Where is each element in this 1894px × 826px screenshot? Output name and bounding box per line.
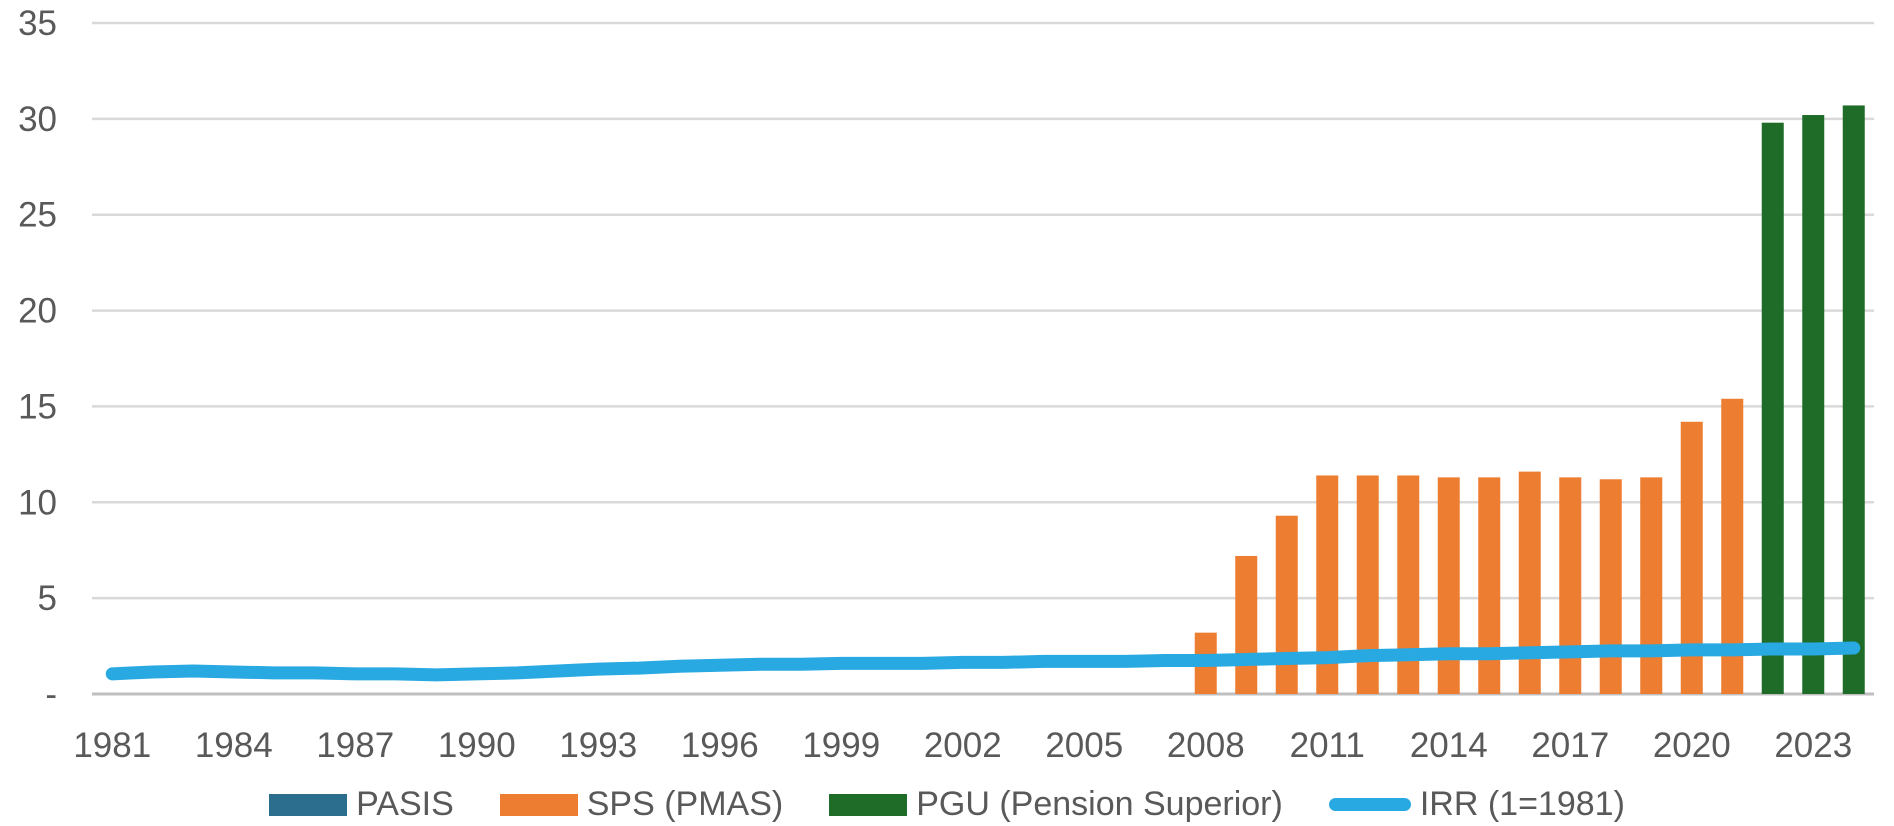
x-tick-label-2011: 2011 [1290,726,1365,765]
bar-sps-pmas-2012 [1356,475,1379,694]
gridlines [92,21,1874,696]
bar-sps-pmas-2019 [1640,477,1663,694]
y-tick-label-30: 30 [18,100,57,139]
x-tick-label-2002: 2002 [924,726,1002,765]
legend-label-sps-pmas: SPS (PMAS) [586,785,784,823]
bar-sps-pmas-2020 [1680,421,1703,694]
legend-label-irr-1-1981: IRR (1=1981) [1419,785,1625,823]
bar-pgu-pension-superior-2022 [1761,122,1784,695]
y-tick-label-10: 10 [18,483,57,522]
bar-sps-pmas-2011 [1316,475,1339,694]
legend-swatch-sps-pmas [499,793,578,816]
y-tick-label-25: 25 [18,196,57,235]
legend-label-pasis: PASIS [356,785,454,823]
bar-sps-pmas-2021 [1721,398,1744,694]
x-tick-label-1990: 1990 [438,726,516,765]
x-tick-label-2023: 2023 [1774,726,1852,765]
x-tick-label-1993: 1993 [559,726,637,765]
x-tick-label-2005: 2005 [1045,726,1123,765]
bars-pgu-pension-superior [1761,105,1865,695]
y-tick-label--: - [45,675,57,714]
legend-item-pgu-pension-superior: PGU (Pension Superior) [829,785,1283,824]
bar-sps-pmas-2009 [1235,555,1258,694]
bar-sps-pmas-2010 [1275,515,1298,694]
legend-label-pgu-pension-superior: PGU (Pension Superior) [916,785,1283,823]
bar-pgu-pension-superior-2023 [1802,115,1825,695]
legend-item-irr-1-1981: IRR (1=1981) [1328,785,1625,824]
x-tick-label-1984: 1984 [195,726,273,765]
x-tick-label-2008: 2008 [1167,726,1245,765]
x-tick-label-1981: 1981 [73,726,151,765]
bar-sps-pmas-2017 [1559,477,1582,694]
y-tick-label-20: 20 [18,292,57,331]
bar-sps-pmas-2016 [1518,471,1541,694]
bars [1194,105,1865,695]
legend-item-sps-pmas: SPS (PMAS) [499,785,784,824]
y-tick-label-15: 15 [18,387,57,426]
x-tick-label-1996: 1996 [681,726,759,765]
x-tick-label-1987: 1987 [316,726,394,765]
x-axis-labels: 1981 1984 1987 1990 1993 1996 1999 2002 2005 2008… [73,726,1852,765]
line-irr-1-1981 [105,641,1861,682]
x-tick-label-2020: 2020 [1653,726,1731,765]
bar-sps-pmas-2014 [1437,477,1460,694]
x-tick-label-2014: 2014 [1410,726,1488,765]
x-tick-label-2017: 2017 [1531,726,1609,765]
bar-sps-pmas-2013 [1397,475,1420,694]
legend-swatch-pgu-pension-superior [829,793,908,816]
y-tick-label-5: 5 [38,579,57,618]
irr-line [105,641,1861,682]
bar-sps-pmas-2018 [1599,479,1622,694]
y-tick-label-35: 35 [18,4,57,43]
bar-sps-pmas-2015 [1478,477,1501,694]
y-axis-labels: 35 30 25 20 15 10 5 - [18,4,57,714]
legend-swatch-pasis [269,793,348,816]
legend-line-swatch-irr-1-1981 [1328,798,1411,811]
bar-pgu-pension-superior-2024 [1842,105,1865,695]
x-tick-label-1999: 1999 [802,726,880,765]
chart-legend: PASIS SPS (PMAS) PGU (Pension Superior) IRR… [0,785,1894,824]
legend-item-pasis: PASIS [269,785,454,824]
